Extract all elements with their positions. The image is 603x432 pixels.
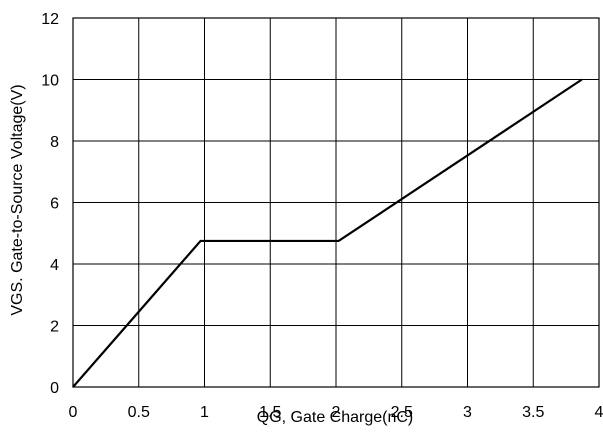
y-tick-labels: 0 2 4 6 8 10 12: [41, 11, 59, 397]
series-line: [72, 78, 583, 388]
x-tick-labels: 0 0.5 1 1.5 2 2.5 3 3.5 4: [69, 404, 603, 421]
grid: [72, 17, 600, 388]
y-tick-label: 4: [50, 257, 59, 274]
plot-border: [72, 17, 600, 388]
y-tick-label: 2: [50, 319, 59, 336]
x-tick-label: 3.5: [522, 404, 544, 421]
x-tick-label: 3: [463, 404, 472, 421]
y-tick-label: 12: [41, 11, 59, 28]
y-axis-title: VGS. Gate-to-Source Voltage(V): [9, 84, 26, 315]
y-tick-label: 8: [50, 134, 59, 151]
x-tick-label: 2: [332, 404, 341, 421]
y-tick-label: 0: [50, 380, 59, 397]
y-tick-label: 10: [41, 73, 59, 90]
y-tick-label: 6: [50, 196, 59, 213]
x-tick-label: 1.5: [259, 404, 281, 421]
x-tick-label: 2.5: [391, 404, 413, 421]
series-group: [72, 78, 583, 388]
x-tick-label: 0: [69, 404, 78, 421]
x-axis-title: QG, Gate Charge(nC): [257, 409, 414, 426]
x-tick-label: 4: [595, 404, 603, 421]
x-tick-label: 1: [200, 404, 209, 421]
x-tick-label: 0.5: [128, 404, 150, 421]
plot-frame: [72, 17, 600, 388]
